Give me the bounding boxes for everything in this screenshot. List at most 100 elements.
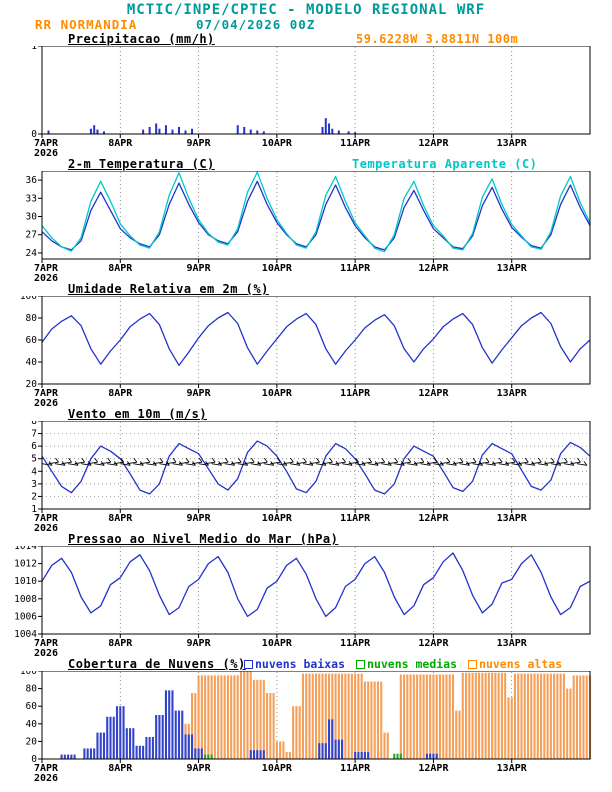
svg-text:2026: 2026 (34, 648, 58, 659)
svg-text:10APR: 10APR (262, 263, 293, 274)
svg-text:11APR: 11APR (340, 388, 371, 399)
svg-text:100: 100 (20, 296, 37, 302)
svg-text:10APR: 10APR (262, 638, 293, 649)
svg-text:2026: 2026 (34, 523, 58, 534)
svg-text:12APR: 12APR (418, 763, 449, 774)
svg-text:0: 0 (31, 754, 37, 765)
svg-text:36: 36 (26, 175, 38, 186)
svg-text:11APR: 11APR (340, 513, 371, 524)
svg-text:4: 4 (31, 466, 37, 477)
svg-text:7APR: 7APR (34, 263, 59, 274)
svg-text:20: 20 (26, 379, 38, 390)
svg-text:8APR: 8APR (108, 763, 133, 774)
svg-text:13APR: 13APR (497, 388, 528, 399)
svg-text:7APR: 7APR (34, 763, 59, 774)
svg-text:12APR: 12APR (418, 638, 449, 649)
svg-text:9APR: 9APR (187, 138, 212, 149)
svg-text:12APR: 12APR (418, 263, 449, 274)
cloud-legend-high: nuvens altas (468, 657, 562, 671)
svg-text:2026: 2026 (34, 273, 58, 284)
svg-text:8: 8 (31, 421, 37, 427)
svg-text:12APR: 12APR (418, 388, 449, 399)
svg-text:80: 80 (26, 684, 38, 695)
svg-text:7APR: 7APR (34, 638, 59, 649)
svg-text:2026: 2026 (34, 773, 58, 784)
svg-text:10APR: 10APR (262, 513, 293, 524)
svg-text:8APR: 8APR (108, 513, 133, 524)
svg-text:1012: 1012 (14, 559, 37, 570)
panel-title-humidity: Umidade Relativa em 2m (%) (68, 282, 269, 296)
low-cloud-swatch-icon (244, 659, 253, 669)
svg-text:2026: 2026 (34, 398, 58, 409)
cloud-legend-mid: nuvens medias (356, 657, 457, 671)
panel-title-pressure: Pressao ao Nivel Medio do Mar (hPa) (68, 532, 339, 546)
svg-text:7APR: 7APR (34, 513, 59, 524)
svg-text:10APR: 10APR (262, 138, 293, 149)
page-title: MCTIC/INPE/CPTEC - MODELO REGIONAL WRF (126, 2, 486, 18)
svg-text:9APR: 9APR (187, 513, 212, 524)
cloud-legend-low: nuvens baixas (244, 657, 345, 671)
svg-text:13APR: 13APR (497, 263, 528, 274)
svg-text:0: 0 (31, 129, 37, 140)
panel-title-temperature: 2-m Temperatura (C) (68, 157, 215, 171)
svg-text:6: 6 (31, 441, 37, 452)
svg-text:40: 40 (26, 357, 38, 368)
mid-cloud-label: nuvens medias (367, 657, 458, 671)
svg-text:1004: 1004 (14, 629, 37, 640)
svg-text:40: 40 (26, 719, 38, 730)
svg-text:1006: 1006 (14, 611, 37, 622)
svg-text:33: 33 (26, 193, 37, 204)
svg-text:12APR: 12APR (418, 513, 449, 524)
svg-text:60: 60 (26, 335, 38, 346)
high-cloud-swatch-icon (468, 659, 478, 669)
svg-text:3: 3 (31, 479, 37, 490)
svg-text:60: 60 (26, 701, 38, 712)
svg-text:9APR: 9APR (187, 638, 212, 649)
svg-text:80: 80 (26, 313, 38, 324)
svg-text:12APR: 12APR (418, 138, 449, 149)
svg-text:1: 1 (31, 504, 37, 515)
svg-text:8APR: 8APR (108, 638, 133, 649)
station-name: RR NORMANDIA (35, 17, 138, 32)
panel-title-precipitation: Precipitacao (mm/h) (68, 32, 215, 46)
station-coordinates: 59.6228W 3.8811N 100m (356, 32, 519, 46)
svg-text:11APR: 11APR (340, 138, 371, 149)
svg-text:13APR: 13APR (497, 513, 528, 524)
panel-title-clouds: Cobertura de Nuvens (%) (68, 657, 246, 671)
svg-text:30: 30 (26, 212, 38, 223)
svg-text:27: 27 (26, 230, 37, 241)
svg-text:1010: 1010 (14, 576, 37, 587)
svg-text:8APR: 8APR (108, 263, 133, 274)
svg-text:5: 5 (31, 454, 37, 465)
legend-apparent-temperature: Temperatura Aparente (C) (352, 157, 538, 171)
svg-text:8APR: 8APR (108, 138, 133, 149)
svg-text:100: 100 (20, 671, 37, 677)
mid-cloud-swatch-icon (356, 659, 366, 669)
panel-title-wind: Vento em 10m (m/s) (68, 407, 208, 421)
svg-text:20: 20 (26, 736, 38, 747)
svg-text:13APR: 13APR (497, 138, 528, 149)
svg-text:10APR: 10APR (262, 763, 293, 774)
svg-text:2: 2 (31, 491, 37, 502)
svg-text:7APR: 7APR (34, 138, 59, 149)
low-cloud-label: nuvens baixas (255, 657, 346, 671)
svg-text:9APR: 9APR (187, 388, 212, 399)
svg-text:9APR: 9APR (187, 263, 212, 274)
svg-text:2026: 2026 (34, 148, 58, 159)
svg-text:1: 1 (31, 46, 37, 52)
svg-text:1008: 1008 (14, 594, 37, 605)
svg-text:7APR: 7APR (34, 388, 59, 399)
svg-text:11APR: 11APR (340, 638, 371, 649)
svg-text:8APR: 8APR (108, 388, 133, 399)
high-cloud-label: nuvens altas (479, 657, 563, 671)
svg-text:11APR: 11APR (340, 763, 371, 774)
run-datetime: 07/04/2026 00Z (196, 17, 316, 32)
svg-text:1014: 1014 (14, 546, 37, 552)
